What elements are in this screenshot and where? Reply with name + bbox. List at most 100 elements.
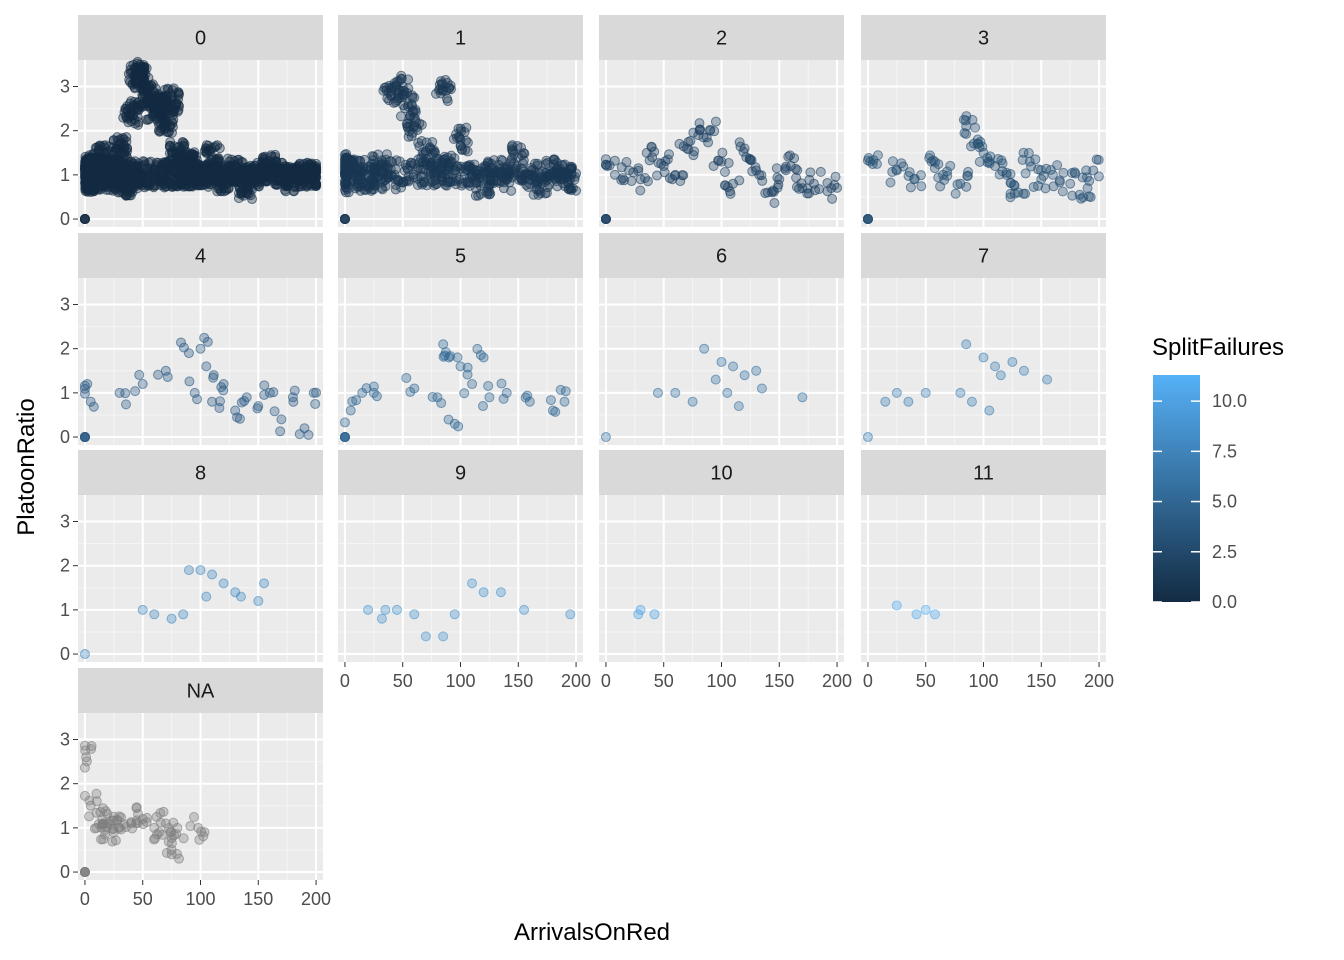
data-point: [153, 369, 164, 380]
data-point: [275, 426, 286, 437]
legend: SplitFailures 0.0 2.5 5.0 7.5 10.0: [1152, 334, 1284, 612]
data-point: [201, 140, 212, 151]
data-point: [1057, 186, 1068, 197]
data-point: [483, 380, 494, 391]
data-point: [710, 374, 721, 385]
facet-strip-label: 7: [978, 246, 989, 268]
data-point: [201, 361, 212, 372]
x-tick-label: 100: [445, 671, 475, 691]
data-point: [391, 604, 402, 615]
data-point: [172, 106, 183, 117]
data-point: [560, 386, 571, 397]
data-point: [720, 180, 731, 191]
data-point: [978, 352, 989, 363]
data-point: [716, 356, 727, 367]
data-point: [640, 173, 651, 184]
data-point: [405, 386, 416, 397]
data-point: [129, 163, 140, 174]
data-point: [477, 401, 488, 412]
facet-panel: 4 0 1 2 3: [60, 233, 323, 447]
data-point: [797, 392, 808, 403]
data-point: [498, 393, 509, 404]
data-point: [733, 401, 744, 412]
facet-panel: 6: [599, 233, 844, 445]
x-tick-label: 150: [243, 889, 273, 909]
data-point: [218, 578, 229, 589]
data-point: [168, 83, 179, 94]
data-point: [420, 631, 431, 642]
data-point: [1093, 171, 1104, 182]
data-point: [735, 141, 746, 152]
data-point: [79, 649, 90, 660]
x-tick-label: 50: [654, 671, 674, 691]
data-point: [95, 807, 106, 818]
data-point: [210, 141, 221, 152]
data-point: [433, 158, 444, 169]
data-point: [635, 185, 646, 196]
data-point: [791, 172, 802, 183]
data-point: [545, 395, 556, 406]
data-point: [171, 829, 182, 840]
legend-tick-label: 10.0: [1212, 391, 1247, 411]
data-point: [371, 391, 382, 402]
data-point: [79, 432, 90, 443]
data-point: [516, 173, 527, 184]
y-tick-label: 2: [60, 121, 70, 141]
y-tick-label: 1: [60, 383, 70, 403]
data-point: [984, 405, 995, 416]
data-point: [600, 432, 611, 443]
facet-panel: 5: [338, 233, 583, 445]
x-axis-title: ArrivalsOnRed: [514, 919, 670, 946]
x-tick-label: 100: [968, 671, 998, 691]
y-tick-label: 3: [60, 512, 70, 532]
data-point: [131, 815, 142, 826]
data-point: [195, 565, 206, 576]
data-point: [254, 172, 265, 183]
data-point: [783, 151, 794, 162]
facet-strip-label: 6: [716, 246, 727, 268]
data-point: [771, 163, 782, 174]
data-point: [670, 387, 681, 398]
data-point: [780, 161, 791, 172]
data-point: [445, 80, 456, 91]
data-point: [710, 116, 721, 127]
data-point: [966, 396, 977, 407]
data-point: [288, 396, 299, 407]
data-point: [1020, 188, 1031, 199]
data-point: [281, 166, 292, 177]
facet-strip-label: 10: [710, 463, 732, 485]
data-point: [232, 412, 243, 423]
data-point: [756, 383, 767, 394]
data-point: [1005, 177, 1016, 188]
data-point: [722, 387, 733, 398]
data-point: [728, 361, 739, 372]
data-point: [564, 183, 575, 194]
facet-strip-label: 3: [978, 28, 989, 50]
data-point: [961, 181, 972, 192]
data-point: [339, 176, 350, 187]
data-point: [127, 823, 138, 834]
data-point: [628, 167, 639, 178]
data-point: [903, 396, 914, 407]
facet-panel: 100 50 100 150 200: [599, 450, 852, 691]
data-point: [253, 596, 264, 607]
data-point: [501, 174, 512, 185]
data-point: [905, 182, 916, 193]
data-point: [339, 417, 350, 428]
data-point: [154, 827, 165, 838]
data-point: [188, 811, 199, 822]
legend-title: SplitFailures: [1152, 334, 1284, 361]
data-point: [189, 149, 200, 160]
data-point: [394, 76, 405, 87]
legend-tick-label: 2.5: [1212, 542, 1237, 562]
legend-tick-label: 5.0: [1212, 492, 1237, 512]
data-point: [880, 396, 891, 407]
data-point: [805, 167, 816, 178]
data-point: [353, 178, 364, 189]
data-point: [178, 160, 189, 171]
data-point: [296, 171, 307, 182]
data-point: [462, 369, 473, 380]
x-tick-label: 150: [1026, 671, 1056, 691]
